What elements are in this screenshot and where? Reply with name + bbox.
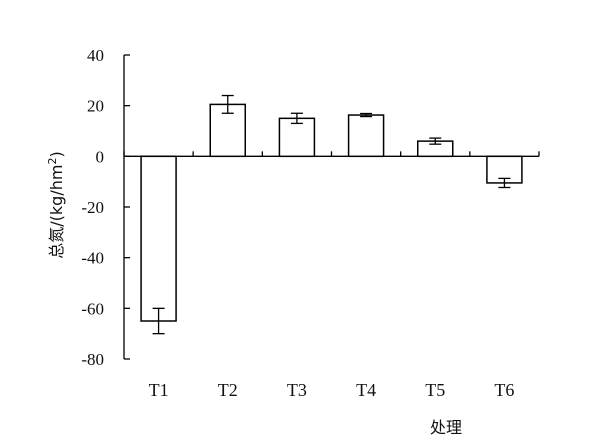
x-tick-label-T4: T4 [356, 380, 376, 400]
plot-area: 40 20 0 -20 -40 -60 -80 T1 T2 T3 T4 T5 T6 [81, 46, 540, 400]
y-tick-label: 40 [87, 46, 104, 65]
x-axis-title: 处理 [430, 418, 462, 437]
y-axis-title-end: ) [47, 151, 66, 157]
x-tick-label-T1: T1 [149, 380, 169, 400]
y-tick-label: -80 [81, 350, 104, 369]
y-axis-title-main: 总氮/(kg/hm [47, 165, 66, 259]
y-axis-title: 总氮/(kg/hm2) [46, 151, 66, 258]
x-tick-label-T5: T5 [425, 380, 445, 400]
y-tick-label: -60 [81, 299, 104, 318]
x-tick-label-T3: T3 [287, 380, 307, 400]
x-tick-label-T6: T6 [494, 380, 514, 400]
bar-T1 [140, 155, 177, 322]
y-tick-label: -20 [81, 198, 104, 217]
x-tick-label-T2: T2 [218, 380, 238, 400]
y-tick-label: 0 [96, 147, 105, 166]
y-tick-label: -40 [81, 249, 104, 268]
y-axis-title-superscript: 2 [46, 158, 59, 165]
bar-T4 [347, 114, 385, 158]
y-tick-label: 20 [87, 97, 104, 116]
